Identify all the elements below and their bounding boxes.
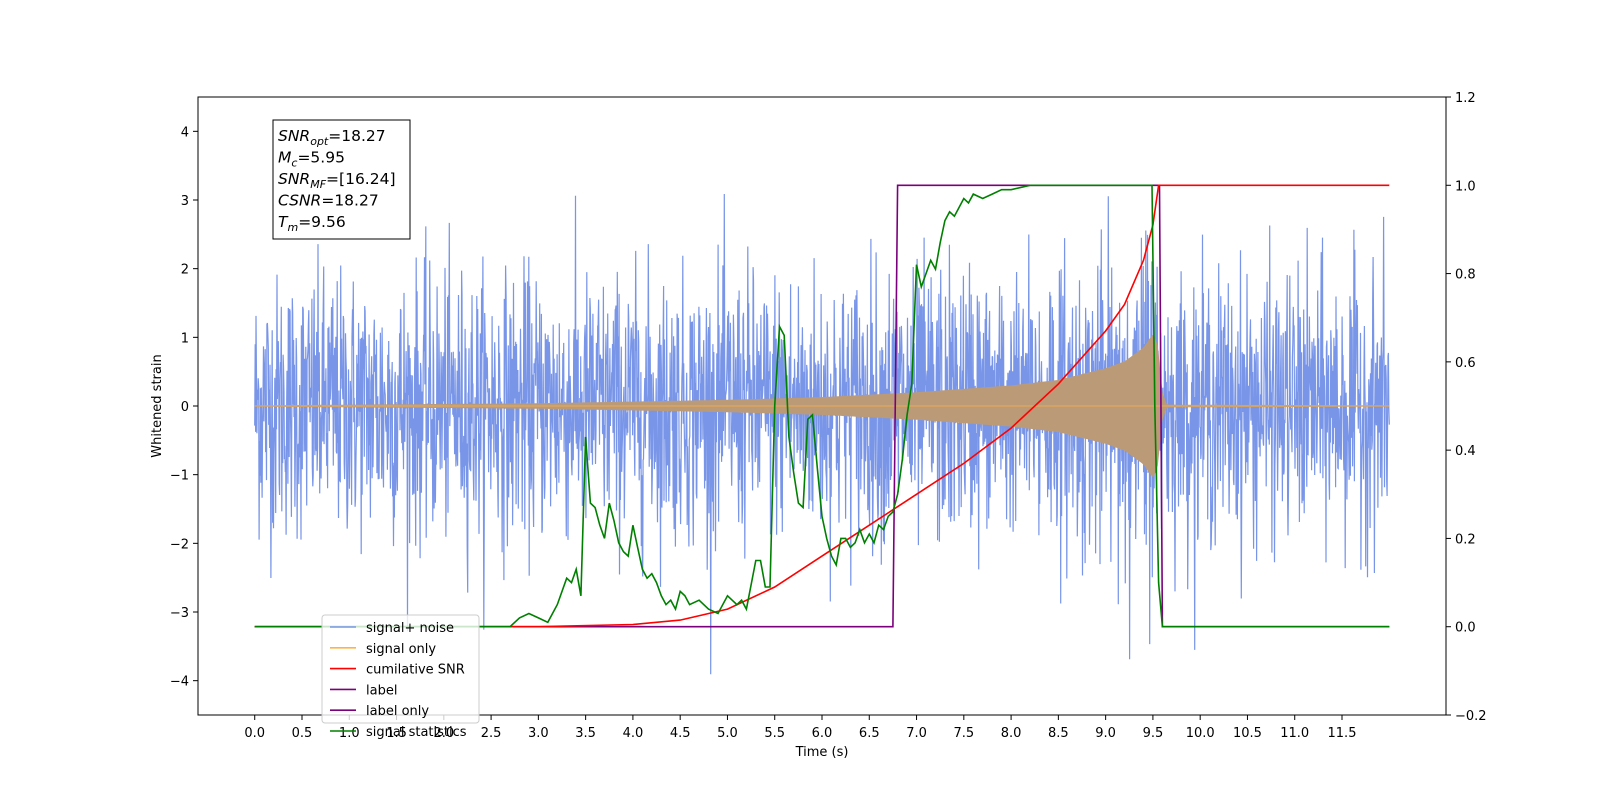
- x-tick-label: 3.5: [575, 726, 596, 741]
- x-tick-label: 1.0: [339, 726, 360, 741]
- x-tick-label: 7.5: [953, 726, 974, 741]
- info-line-name: CSNR: [278, 192, 321, 210]
- x-tick-label: 9.0: [1095, 726, 1116, 741]
- y-right-axis-ticks: 1.2 1.0 0.8 0.6 0.4 0.2 0.0 −0.2: [1446, 91, 1487, 724]
- x-tick-label: 1.5: [386, 726, 407, 741]
- x-tick-label: 6.5: [859, 726, 880, 741]
- x-tick-label: 0.0: [244, 726, 265, 741]
- info-line: Mc=5.95: [278, 149, 345, 170]
- y-right-tick-label: 0.2: [1455, 532, 1476, 547]
- info-box-frame: [272, 119, 411, 240]
- info-line-name: M: [278, 149, 291, 167]
- info-line-value: =18.27: [321, 192, 378, 210]
- info-line-name: T: [278, 213, 289, 231]
- y-right-tick-label: 0.4: [1455, 444, 1476, 459]
- y-right-tick-label: 0.0: [1455, 621, 1476, 636]
- x-tick-label: 7.0: [906, 726, 927, 741]
- signal-noise-line: [254, 193, 1390, 675]
- info-line-value: =18.27: [328, 127, 385, 145]
- info-line-subscript: c: [291, 157, 297, 170]
- legend-label: signal+ noise: [366, 621, 454, 636]
- x-tick-label: 5.5: [764, 726, 785, 741]
- legend-label: signal statistics: [366, 725, 467, 740]
- legend-frame: [321, 614, 480, 724]
- legend: signal+ noise signal only cumilative SNR la…: [321, 614, 480, 740]
- y-left-tick-label: −3: [170, 606, 189, 621]
- series-signal-noise: [254, 193, 1390, 675]
- x-axis-ticks: 0.0 0.5 1.0 1.5 2.0 2.5 3.0 3.5 4.0 4.5 5.0 5.5 6.0 6…: [244, 715, 1356, 741]
- x-tick-label: 8.0: [1001, 726, 1022, 741]
- y-axis-label: Whitened strain: [150, 354, 165, 457]
- x-tick-label: 3.0: [528, 726, 549, 741]
- info-line: SNRopt=18.27: [278, 127, 386, 148]
- legend-label: label only: [366, 704, 429, 719]
- info-line: Tm=9.56: [278, 213, 346, 234]
- legend-label: cumilative SNR: [366, 663, 465, 678]
- y-left-tick-label: −4: [170, 675, 189, 690]
- info-line-value: =[16.24]: [326, 170, 395, 188]
- info-line-name: SNR: [278, 127, 310, 145]
- x-tick-label: 10.0: [1186, 726, 1215, 741]
- legend-label: label: [366, 683, 397, 698]
- legend-label: signal only: [366, 642, 436, 657]
- y-left-tick-label: 2: [181, 263, 189, 278]
- y-left-tick-label: −2: [170, 537, 189, 552]
- x-tick-label: 2.5: [481, 726, 502, 741]
- x-tick-label: 11.5: [1328, 726, 1357, 741]
- y-right-tick-label: 1.2: [1455, 91, 1476, 106]
- y-left-tick-label: 0: [181, 400, 189, 415]
- y-left-tick-label: 3: [181, 194, 189, 209]
- series-signal-only: [254, 334, 1390, 478]
- info-line-value: =9.56: [298, 213, 346, 231]
- y-left-tick-label: 4: [181, 125, 189, 140]
- x-tick-label: 4.5: [670, 726, 691, 741]
- info-line-subscript: MF: [310, 178, 326, 191]
- axes: 0.0 0.5 1.0 1.5 2.0 2.5 3.0 3.5 4.0 4.5 5.0 5.5 6.0 6…: [150, 91, 1487, 760]
- x-tick-label: 2.0: [433, 726, 454, 741]
- y-right-tick-label: 0.6: [1455, 356, 1476, 371]
- info-line: CSNR=18.27: [278, 192, 379, 210]
- x-tick-label: 4.0: [623, 726, 644, 741]
- info-line-subscript: m: [287, 221, 298, 234]
- x-tick-label: 8.5: [1048, 726, 1069, 741]
- x-tick-label: 5.0: [717, 726, 738, 741]
- info-line: SNRMF=[16.24]: [278, 170, 396, 191]
- x-axis-label: Time (s): [795, 745, 849, 760]
- y-left-tick-label: −1: [170, 469, 189, 484]
- x-tick-label: 11.0: [1280, 726, 1309, 741]
- y-right-tick-label: 0.8: [1455, 268, 1476, 283]
- plot-area: [254, 184, 1390, 675]
- x-tick-label: 0.5: [292, 726, 313, 741]
- x-tick-label: 10.5: [1233, 726, 1262, 741]
- x-tick-label: 9.5: [1143, 726, 1164, 741]
- x-tick-label: 6.0: [812, 726, 833, 741]
- info-box: SNRopt=18.27Mc=5.95SNRMF=[16.24]CSNR=18.…: [272, 119, 411, 240]
- series-signal-statistics: [254, 184, 1390, 628]
- y-right-tick-label: −0.2: [1455, 709, 1487, 724]
- info-line-value: =5.95: [297, 149, 345, 167]
- y-left-tick-label: 1: [181, 331, 189, 346]
- y-left-axis-ticks: 4 3 2 1 0 −1 −2 −3 −4: [170, 125, 198, 690]
- y-right-tick-label: 1.0: [1455, 179, 1476, 194]
- series-signal-statistics-line: [254, 184, 1390, 628]
- info-line-name: SNR: [278, 170, 310, 188]
- info-line-subscript: opt: [310, 135, 329, 148]
